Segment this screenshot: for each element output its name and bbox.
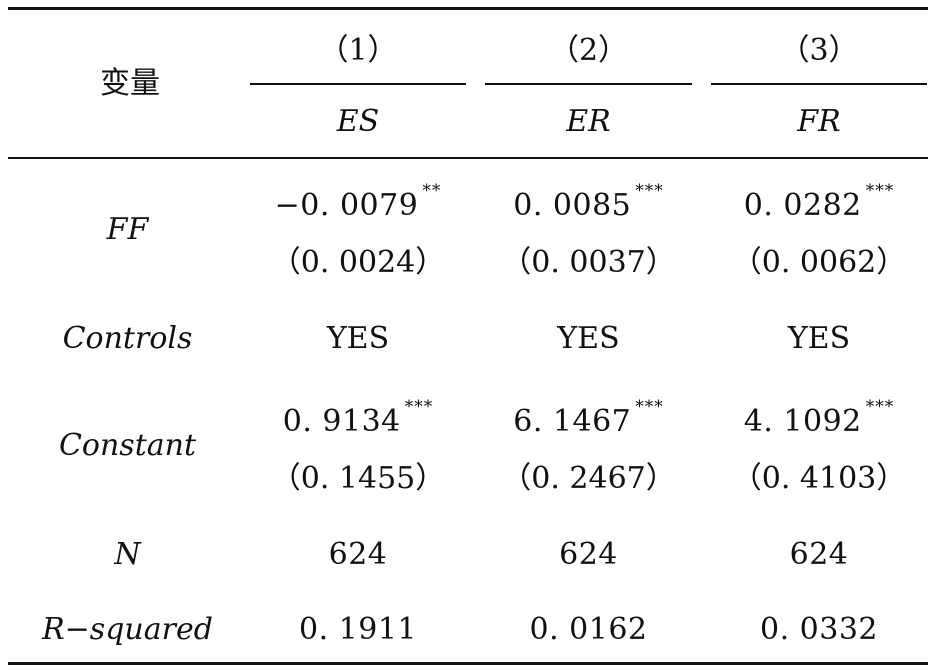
col3-header-rule [711, 83, 927, 85]
top-rule [8, 7, 928, 10]
ff-coef-value-3: 0. 0282 [743, 187, 862, 223]
ff-significance-1: ** [422, 181, 442, 201]
col1-header-rule [250, 83, 466, 85]
controls-value-1: YES [326, 320, 390, 356]
row-label-ff: FF [106, 211, 149, 247]
ff-se-1: （0. 0024） [270, 245, 446, 280]
controls-value-3: YES [787, 320, 851, 356]
col2-header-rule [485, 83, 692, 85]
column-number-1: （1） [318, 33, 398, 68]
ff-significance-2: *** [635, 181, 664, 201]
ff-se-3: （0. 0062） [731, 245, 907, 280]
ff-se-2: （0. 0037） [501, 245, 676, 280]
constant-coef-1: 0. 9134 *** [250, 396, 466, 446]
r-squared-value-2: 0. 0162 [529, 611, 648, 647]
n-value-3: 624 [789, 536, 849, 572]
n-value-1: 624 [328, 536, 388, 572]
row-label-controls: Controls [62, 320, 193, 356]
row-label-n: N [114, 536, 141, 572]
row-label-constant: Constant [58, 427, 197, 463]
column-name-er: ER [566, 103, 611, 139]
bottom-rule [8, 662, 928, 665]
constant-coef-value-3: 4. 1092 [743, 403, 862, 439]
ff-coef-3: 0. 0282 *** [711, 180, 927, 230]
constant-se-3: （0. 4103） [731, 461, 907, 496]
variable-header: 变量 [100, 66, 160, 101]
row-label-r-squared: R−squared [42, 611, 213, 647]
r-squared-value-3: 0. 0332 [759, 611, 878, 647]
controls-value-2: YES [557, 320, 620, 356]
constant-se-1: （0. 1455） [270, 461, 446, 496]
constant-significance-3: *** [865, 397, 895, 417]
column-name-es: ES [336, 103, 380, 139]
column-number-3: （3） [779, 33, 859, 68]
r-squared-value-1: 0. 1911 [298, 611, 417, 647]
constant-coef-2: 6. 1467 *** [485, 396, 692, 446]
ff-coef-2: 0. 0085 *** [485, 180, 692, 230]
ff-coef-value-1: −0. 0079 [274, 187, 419, 223]
constant-significance-2: *** [635, 397, 664, 417]
constant-coef-3: 4. 1092 *** [711, 396, 927, 446]
constant-se-2: （0. 2467） [501, 461, 676, 496]
constant-coef-value-1: 0. 9134 [282, 403, 401, 439]
n-value-2: 624 [559, 536, 618, 572]
constant-coef-value-2: 6. 1467 [513, 403, 632, 439]
constant-significance-1: *** [404, 397, 434, 417]
ff-coef-value-2: 0. 0085 [513, 187, 632, 223]
ff-significance-3: *** [865, 181, 895, 201]
header-bottom-rule [8, 157, 928, 159]
column-number-2: （2） [548, 33, 629, 68]
column-name-fr: FR [797, 103, 841, 139]
ff-coef-1: −0. 0079 ** [250, 180, 466, 230]
